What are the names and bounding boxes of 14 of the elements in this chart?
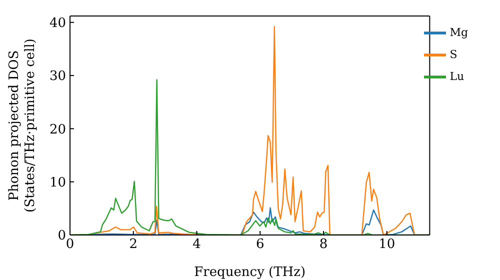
legend-label: Mg xyxy=(450,26,468,39)
legend-label: Lu xyxy=(450,70,464,83)
y-tick-label: 10 xyxy=(49,175,66,190)
y-tick-label: 40 xyxy=(49,16,66,31)
x-tick-label: 4 xyxy=(192,237,201,252)
y-axis-title: Phonon projected DOS (States/THz·primitive cell) xyxy=(7,38,38,213)
x-tick-label: 2 xyxy=(129,237,138,252)
x-axis-title: Frequency (THz) xyxy=(194,265,306,280)
y-tick-label: 20 xyxy=(49,122,66,138)
legend-label: S xyxy=(450,48,458,61)
x-tick-label: 6 xyxy=(256,237,264,252)
x-tick-label: 8 xyxy=(319,237,328,252)
x-tick-label: 10 xyxy=(378,237,396,252)
y-tick-label: 30 xyxy=(49,69,66,84)
